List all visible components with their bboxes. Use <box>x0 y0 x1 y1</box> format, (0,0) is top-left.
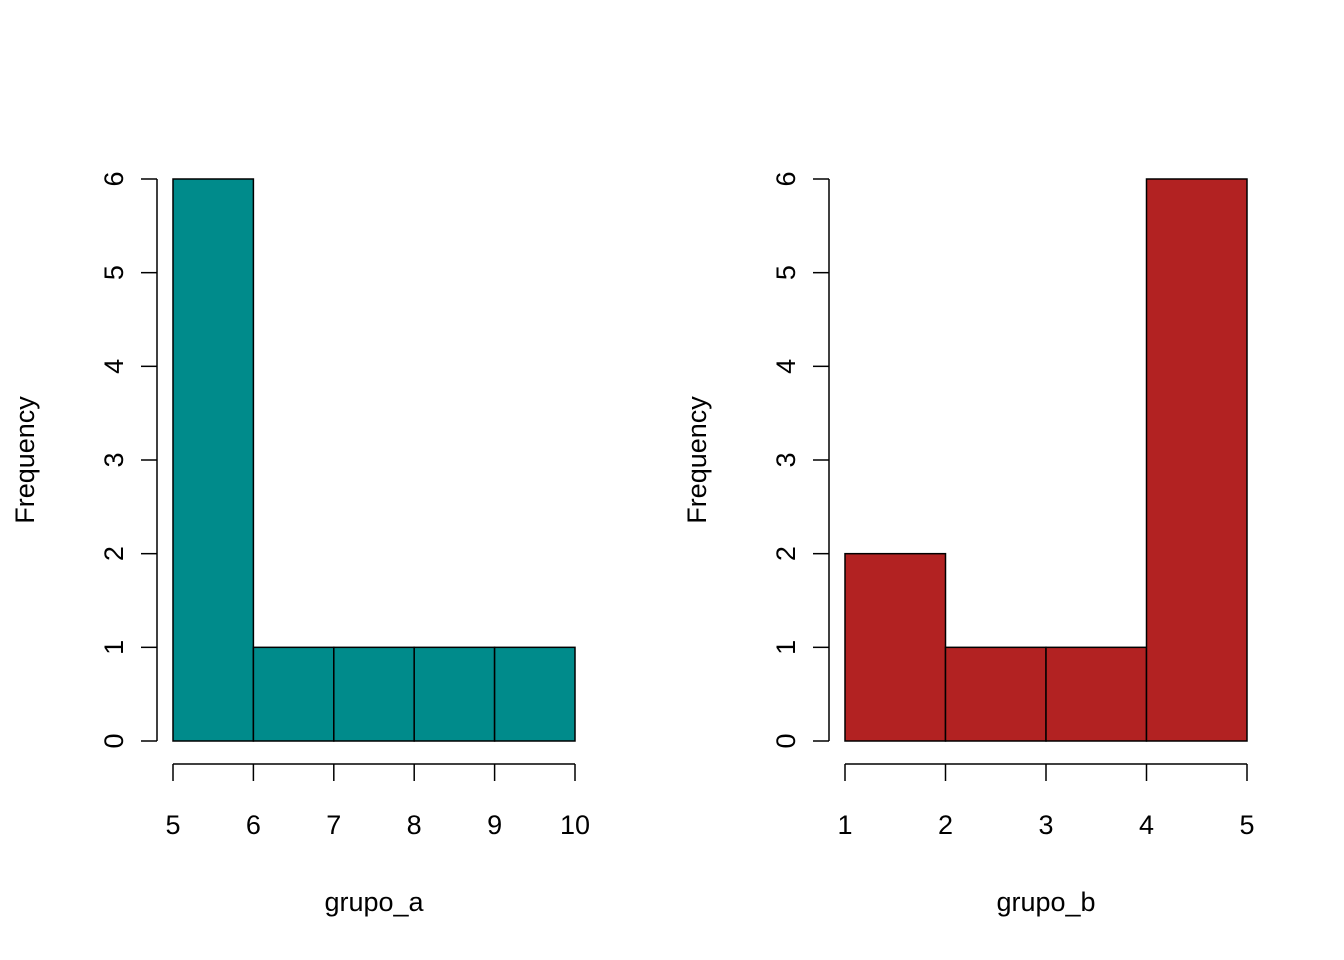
y-tick-label: 1 <box>771 640 801 655</box>
y-tick-label: 6 <box>771 171 801 186</box>
x-axis-title: grupo_a <box>324 887 424 917</box>
y-tick-label: 4 <box>771 359 801 374</box>
y-tick-label: 1 <box>99 640 129 655</box>
y-tick-label: 3 <box>771 452 801 467</box>
x-tick-label: 6 <box>246 810 261 840</box>
x-tick-label: 8 <box>407 810 422 840</box>
x-tick-label: 4 <box>1139 810 1154 840</box>
y-tick-label: 5 <box>99 265 129 280</box>
x-tick-label: 9 <box>487 810 502 840</box>
x-tick-label: 5 <box>1239 810 1254 840</box>
y-tick-label: 2 <box>771 546 801 561</box>
histogram-bar <box>252 646 335 742</box>
y-axis-title: Frequency <box>682 396 712 524</box>
histogram-panel-grupo-a: 0 1 2 3 4 5 6 5 6 7 8 9 10 grupo_a Frequency <box>10 171 590 917</box>
y-tick-label: 2 <box>99 546 129 561</box>
x-tick-label: 2 <box>938 810 953 840</box>
y-tick-label: 5 <box>771 265 801 280</box>
x-tick-label: 5 <box>165 810 180 840</box>
histogram-bar <box>333 646 415 742</box>
x-tick-label: 7 <box>326 810 341 840</box>
y-tick-label: 0 <box>771 733 801 748</box>
x-axis-title: grupo_b <box>996 887 1095 917</box>
x-tick-label: 1 <box>837 810 852 840</box>
histogram-bar <box>844 552 947 742</box>
x-tick-label: 10 <box>560 810 590 840</box>
histogram-bar <box>413 646 496 742</box>
y-tick-label: 4 <box>99 359 129 374</box>
histogram-bar <box>1145 178 1248 742</box>
histogram-panel-grupo-b: 0 1 2 3 4 5 6 1 2 3 4 5 grupo_b Frequency <box>682 171 1255 917</box>
histogram-bar <box>493 646 576 742</box>
x-tick-label: 3 <box>1038 810 1053 840</box>
histogram-bar <box>944 646 1047 742</box>
y-tick-label: 0 <box>99 733 129 748</box>
y-tick-label: 6 <box>99 171 129 186</box>
histogram-bar <box>172 178 255 742</box>
y-tick-label: 3 <box>99 452 129 467</box>
y-axis-title: Frequency <box>10 396 40 524</box>
histogram-bar <box>1045 646 1148 742</box>
